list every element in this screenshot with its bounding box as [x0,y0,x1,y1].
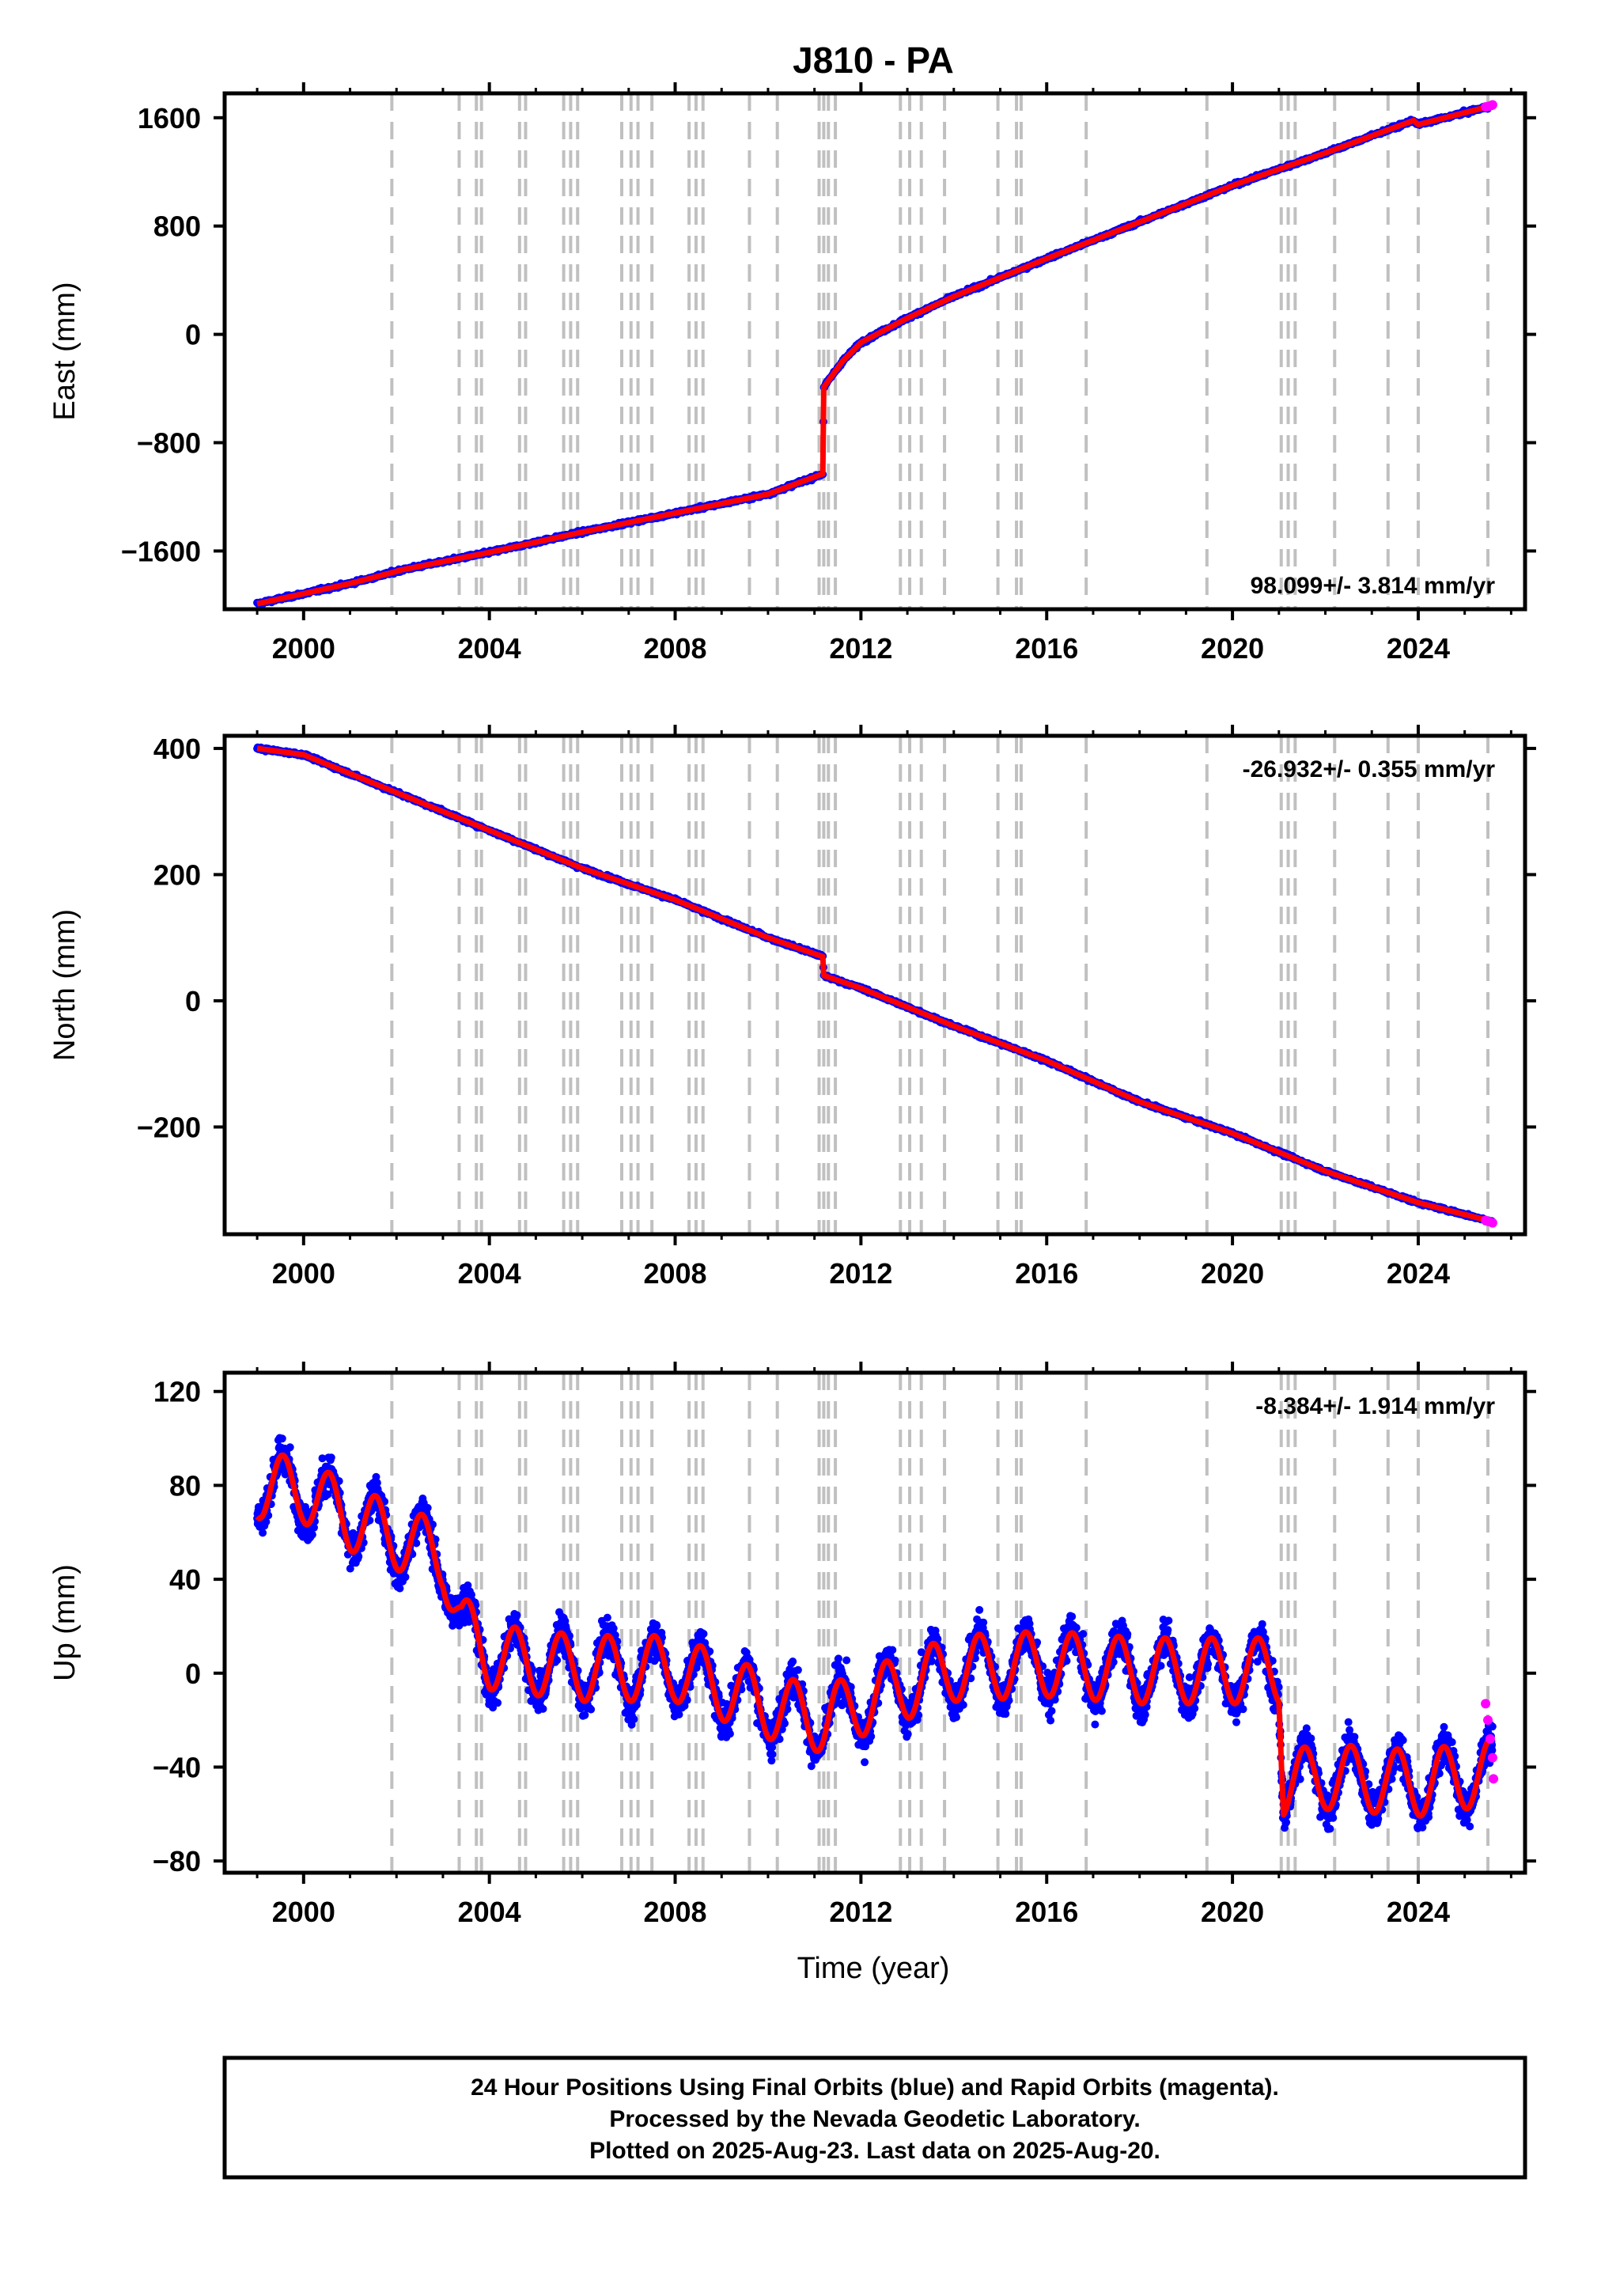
final-orbit-point [286,1443,294,1452]
rapid-orbit-points [1481,1215,1497,1228]
figure-title: J810 - PA [793,40,954,81]
rapid-orbit-points [1481,100,1497,112]
rapid-orbit-point [1487,100,1497,110]
rate-label: -26.932+/- 0.355 mm/yr [1243,756,1496,782]
x-tick-label: 2012 [829,632,892,665]
x-tick-label: 2004 [458,632,521,665]
x-tick-label: 2008 [643,632,706,665]
final-orbit-points [253,743,1497,1226]
model-fit-line [255,103,1495,607]
final-orbit-point [327,1453,335,1462]
plot-frame [222,91,1527,612]
final-orbit-points [253,100,1497,608]
y-tick-label: 800 [153,210,201,243]
x-tick-label: 2020 [1201,1257,1264,1290]
y-tick-label: 400 [153,733,201,765]
y-axis-label: East (mm) [48,282,81,420]
up-panel: 2000 2004 2008 2012 2016 2020 2024−80−40040801… [48,1362,1536,1928]
rapid-orbit-point [1487,1218,1497,1228]
x-tick-label: 2000 [272,1257,335,1290]
event-lines [390,93,1490,609]
x-tick-label: 2012 [829,1257,892,1290]
x-tick-label: 2024 [1387,1257,1450,1290]
y-tick-label: −800 [137,427,201,460]
event-lines [390,736,1490,1234]
data-layer [253,100,1497,608]
x-tick-label: 2008 [643,1257,706,1290]
final-orbit-point [308,1530,316,1539]
y-tick-label: 1600 [138,102,201,135]
y-tick-label: 0 [185,319,201,351]
y-axis-label: North (mm) [48,909,81,1061]
y-tick-label: −200 [137,1111,201,1143]
model-fit-line [255,745,1495,1225]
data-layer [253,1434,1499,1833]
east-panel: 2000 2004 2008 2012 2016 2020 2024 −1600 −800 0 80… [48,82,1536,665]
x-tick-label: 2020 [1201,632,1264,665]
final-orbit-points [253,1434,1497,1833]
data-layer [253,743,1497,1228]
y-tick-label: 200 [153,858,201,891]
x-tick-label: 2016 [1015,632,1078,665]
y-tick-label: 0 [185,985,201,1017]
plot-frame [222,733,1527,1237]
y-tick-label: −1600 [121,535,201,567]
rate-label: 98.099+/- 3.814 mm/yr [1251,573,1496,599]
x-tick-label: 2016 [1015,1257,1078,1290]
x-tick-label: 2004 [458,1257,521,1290]
final-orbit-point [259,1529,267,1537]
x-tick-label: 2024 [1387,632,1450,665]
north-panel: 2000 2004 2008 2012 2016 2020 2024 −200 0 200 400 N… [48,725,1536,1290]
x-tick-label: 2000 [272,632,335,665]
final-orbit-point [278,1434,286,1443]
